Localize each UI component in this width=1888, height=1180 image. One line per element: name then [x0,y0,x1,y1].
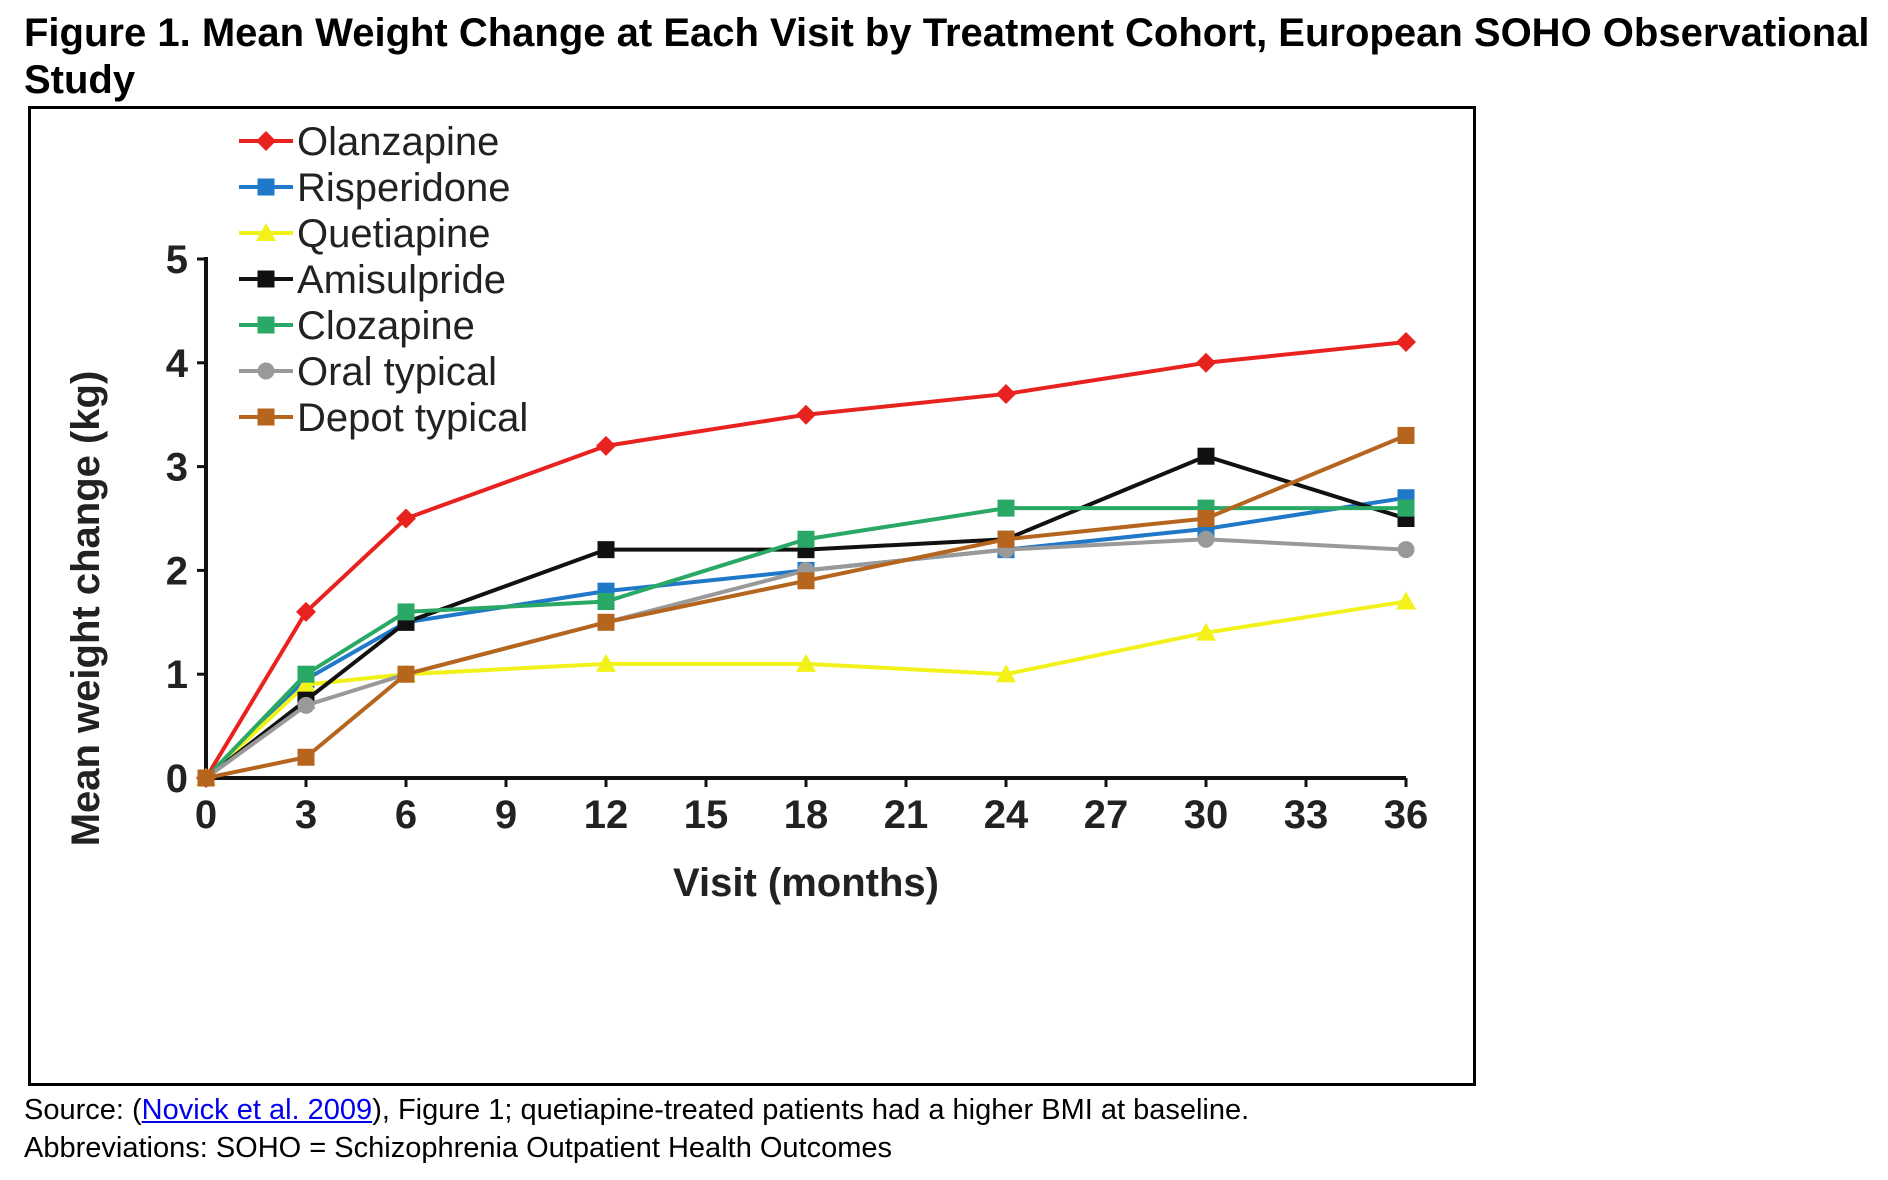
source-note: Source: (Novick et al. 2009), Figure 1; … [24,1092,1249,1128]
series-depot-typical [197,426,1415,787]
series-amisulpride [197,447,1415,787]
x-axis-title: Visit (months) [673,861,939,905]
source-prefix: Source: ( [24,1094,142,1126]
series-line [204,495,1407,780]
data-point-marker [296,601,316,622]
data-point-marker [997,530,1015,548]
legend-label: Olanzapine [297,120,499,164]
data-point-marker [1197,510,1215,527]
abbreviations-note: Abbreviations: SOHO = Schizophrenia Outp… [24,1132,893,1164]
data-point-marker [1396,591,1416,610]
series-lines [196,332,1416,788]
data-point-marker [1196,622,1216,641]
data-point-marker [1197,530,1215,548]
data-point-marker [796,404,816,425]
data-point-marker [297,696,315,714]
data-point-marker [596,653,616,672]
data-point-marker [257,178,275,196]
series-line [204,599,1407,780]
y-tick-label: 1 [166,653,188,697]
series-line [205,433,1407,780]
series-quetiapine [196,591,1416,786]
legend-item: Clozapine [239,304,475,348]
data-point-marker [597,541,615,559]
data-point-marker [1196,352,1216,373]
legend-label: Depot typical [297,396,528,440]
series-clozapine [197,499,1415,787]
legend-item: Amisulpride [239,258,506,302]
x-tick-label: 6 [395,793,417,837]
x-tick-label: 18 [784,793,829,837]
x-tick-label: 15 [684,793,729,837]
x-tick-label: 36 [1384,793,1429,837]
y-tick-label: 4 [166,342,189,386]
data-point-marker [997,499,1015,517]
data-point-marker [397,665,415,683]
legend-item: Depot typical [239,396,528,440]
legend-item: Olanzapine [239,120,499,164]
legend-label: Amisulpride [297,258,506,302]
x-tick-label: 21 [884,793,929,837]
y-tick-label: 3 [166,446,188,490]
data-point-marker [257,316,275,334]
data-point-marker [257,362,275,380]
x-tick-label: 12 [584,793,629,837]
data-point-marker [396,508,416,529]
data-point-marker [1396,332,1416,353]
data-point-marker [1397,541,1415,559]
data-point-marker [297,665,315,683]
data-point-marker [256,131,276,151]
data-point-marker [397,603,415,621]
legend-item: Quetiapine [239,212,490,256]
source-suffix: ), Figure 1; quetiapine-treated patients… [372,1094,1250,1126]
data-point-marker [597,593,615,611]
data-point-marker [996,383,1016,404]
legend-label: Oral typical [297,350,497,394]
series-line [204,506,1406,780]
data-point-marker [1197,447,1215,465]
data-point-marker [796,653,816,672]
data-point-marker [257,408,275,426]
legend-item: Risperidone [239,166,510,210]
series-olanzapine [196,332,1416,788]
legend-label: Clozapine [297,304,475,348]
source-citation-link[interactable]: Novick et al. 2009 [141,1094,373,1126]
data-point-marker [996,664,1016,683]
y-tick-label: 5 [166,238,188,282]
data-point-marker [596,435,616,456]
legend-item: Oral typical [239,350,497,394]
figure-title: Figure 1. Mean Weight Change at Each Vis… [24,11,1870,102]
series-line [204,454,1407,780]
series-line [204,537,1407,780]
legend-label: Quetiapine [297,212,490,256]
x-tick-label: 24 [984,793,1029,837]
chart-frame: 0 1 2 3 4 5 0 3 6 9 12 15 18 21 24 27 30 33 36 Olanzapine R… [28,106,1476,1086]
y-tick-label: 0 [166,757,188,801]
x-tick-label: 9 [495,793,517,837]
data-point-marker [296,674,316,693]
x-tick-label: 3 [295,793,317,837]
data-point-marker [597,613,615,631]
x-tick-label: 27 [1084,793,1129,837]
x-tick-label: 30 [1184,793,1229,837]
data-point-marker [256,223,276,241]
x-tick-label: 0 [195,793,217,837]
data-point-marker [197,769,215,787]
x-tick-label: 33 [1284,793,1329,837]
legend-label: Risperidone [297,166,510,210]
y-axis-title: Mean weight change (kg) [64,371,108,847]
data-point-marker [1397,499,1415,517]
data-point-marker [797,530,815,548]
data-point-marker [797,572,815,590]
legend: OlanzapineRisperidoneQuetiapineAmisulpri… [239,120,528,440]
series-line [204,340,1407,780]
data-point-marker [257,270,275,288]
data-point-marker [1397,426,1415,444]
data-point-marker [297,748,315,766]
y-tick-label: 2 [166,549,188,593]
